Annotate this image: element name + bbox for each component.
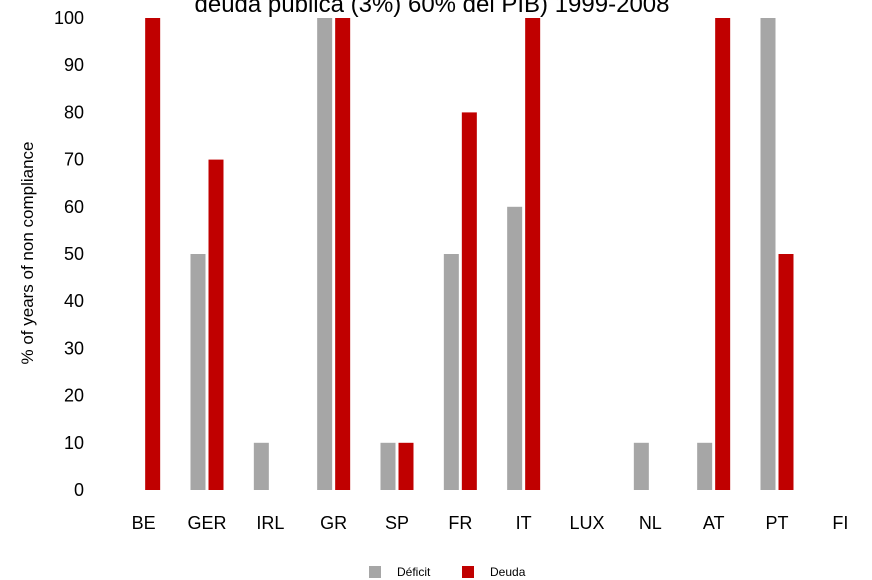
bar	[507, 206, 523, 491]
legend-swatch	[369, 566, 381, 578]
bar	[443, 254, 459, 490]
y-tick-label: 60	[64, 197, 84, 217]
plot-area: 0 10 20 30 40 50 60 70 80 90 100 BE GER IRL GR SP FR IT LU…	[54, 8, 848, 533]
x-tick-label: GR	[320, 513, 347, 533]
bar	[760, 18, 776, 490]
y-tick-label: 90	[64, 55, 84, 75]
legend-swatch	[462, 566, 474, 578]
x-tick-label: NL	[639, 513, 662, 533]
y-tick-label: 20	[64, 386, 84, 406]
bar	[208, 159, 224, 490]
x-tick-label: SP	[385, 513, 409, 533]
x-tick-label: IT	[516, 513, 532, 533]
bar	[525, 18, 541, 490]
bar	[145, 18, 161, 490]
legend-label: Deuda	[490, 565, 526, 579]
x-tick-label: PT	[765, 513, 788, 533]
bar	[633, 442, 649, 490]
bar	[398, 442, 414, 490]
bar	[715, 18, 731, 490]
bar	[190, 254, 206, 490]
x-tick-label: LUX	[569, 513, 604, 533]
x-tick-label: FI	[832, 513, 848, 533]
chart-title: deuda pública (3%) 60% del PIB) 1999-200…	[195, 0, 670, 18]
x-tick-label: IRL	[256, 513, 284, 533]
bar	[317, 18, 333, 490]
y-tick-label: 10	[64, 433, 84, 453]
bar	[253, 442, 269, 490]
y-tick-label: 30	[64, 338, 84, 358]
y-axis-label: % of years of non compliance	[18, 141, 37, 364]
x-tick-label: FR	[448, 513, 472, 533]
bar	[461, 112, 477, 491]
y-tick-label: 40	[64, 291, 84, 311]
x-tick-label: BE	[132, 513, 156, 533]
y-tick-label: 50	[64, 244, 84, 264]
bar	[335, 18, 351, 490]
bar	[380, 442, 396, 490]
x-tick-label: GER	[187, 513, 226, 533]
bar	[697, 442, 713, 490]
y-tick-label: 70	[64, 150, 84, 170]
x-tick-label: AT	[703, 513, 725, 533]
bar	[778, 254, 794, 490]
y-tick-label: 100	[54, 8, 84, 28]
legend-label: Déficit	[397, 565, 431, 579]
legend: Déficit Deuda	[369, 565, 526, 579]
y-tick-label: 80	[64, 102, 84, 122]
y-tick-label: 0	[74, 480, 84, 500]
